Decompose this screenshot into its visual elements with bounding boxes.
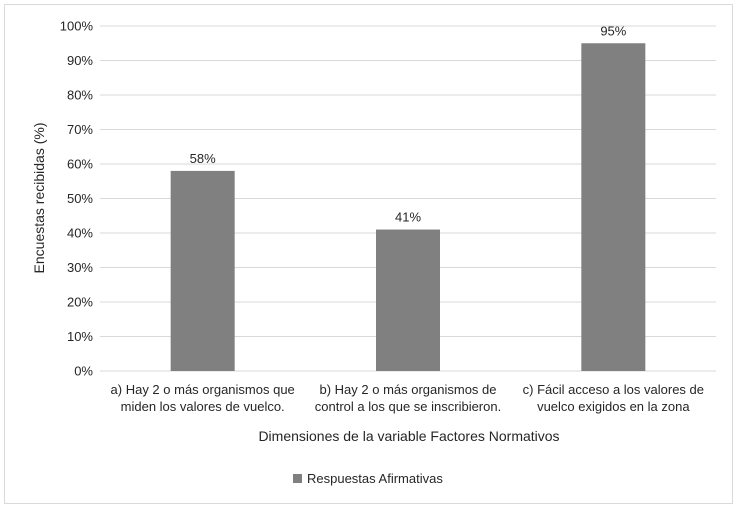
y-tick-label: 90% bbox=[67, 53, 93, 68]
data-label: 58% bbox=[190, 151, 216, 166]
y-tick-label: 100% bbox=[60, 19, 94, 34]
x-tick-label: vuelco exigidos en la zona bbox=[537, 399, 690, 414]
legend-label: Respuestas Afirmativas bbox=[307, 471, 443, 486]
y-tick-label: 30% bbox=[67, 260, 93, 275]
legend: Respuestas Afirmativas bbox=[293, 471, 443, 486]
x-tick-label: b) Hay 2 o más organismos de bbox=[319, 382, 496, 397]
y-tick-label: 60% bbox=[67, 157, 93, 172]
bars bbox=[170, 43, 646, 371]
x-axis-title: Dimensiones de la variable Factores Norm… bbox=[258, 428, 559, 444]
y-tick-label: 70% bbox=[67, 122, 93, 137]
y-tick-label: 10% bbox=[67, 329, 93, 344]
y-tick-label: 50% bbox=[67, 191, 93, 206]
bar bbox=[170, 170, 235, 371]
y-tick-label: 40% bbox=[67, 226, 93, 241]
legend-swatch bbox=[293, 474, 302, 483]
bar bbox=[581, 43, 646, 371]
y-axis-title: Encuestas recibidas (%) bbox=[31, 123, 47, 274]
y-axis-ticks: 0% 10% 20% 30% 40% 50% 60% 70% 80% 90% 100% bbox=[60, 19, 94, 379]
x-tick-label: a) Hay 2 o más organismos que bbox=[111, 382, 295, 397]
x-tick-label: control a los que se inscribieron. bbox=[315, 399, 501, 414]
bar-chart: 0% 10% 20% 30% 40% 50% 60% 70% 80% 90% 100% 58% 41%… bbox=[31, 19, 716, 486]
data-label: 95% bbox=[600, 23, 626, 38]
data-labels: 58% 41% 95% bbox=[190, 23, 627, 224]
bar bbox=[376, 229, 440, 371]
x-axis-categories: a) Hay 2 o más organismos que miden los v… bbox=[111, 382, 704, 414]
data-label: 41% bbox=[395, 210, 421, 225]
chart-frame: 0% 10% 20% 30% 40% 50% 60% 70% 80% 90% 100% 58% 41%… bbox=[4, 4, 733, 504]
y-tick-label: 20% bbox=[67, 295, 93, 310]
y-tick-label: 80% bbox=[67, 88, 93, 103]
y-tick-label: 0% bbox=[74, 364, 93, 379]
x-tick-label: c) Fácil acceso a los valores de bbox=[523, 382, 704, 397]
x-tick-label: miden los valores de vuelco. bbox=[121, 399, 285, 414]
